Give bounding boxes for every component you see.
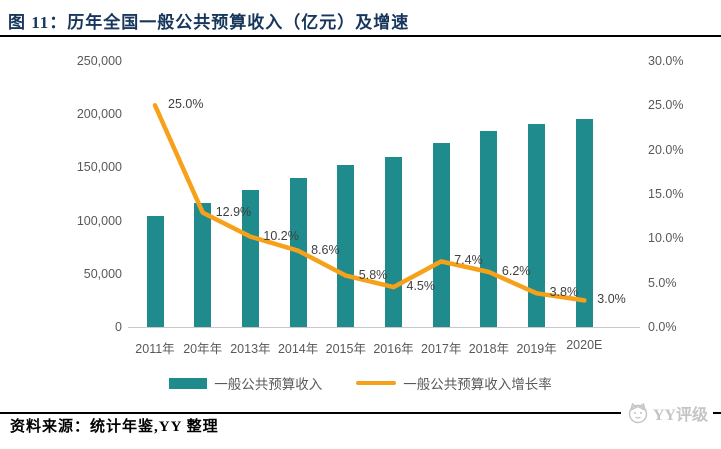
x-axis-label: 2013年 bbox=[230, 342, 271, 356]
revenue-bar bbox=[575, 118, 593, 327]
legend-item-growth: 一般公共预算收入增长率 bbox=[356, 373, 552, 393]
growth-point-label: 10.2% bbox=[263, 228, 299, 243]
x-axis-label: 2017年 bbox=[421, 342, 462, 356]
revenue-bar bbox=[337, 165, 355, 327]
bar-series-swatch bbox=[169, 377, 208, 389]
growth-point-label: 5.8% bbox=[358, 267, 388, 282]
right-axis-tick: 0.0% bbox=[648, 320, 677, 334]
growth-point-label: 6.2% bbox=[501, 264, 531, 278]
source-label: 资料来源： bbox=[10, 419, 91, 435]
right-axis-tick: 10.0% bbox=[648, 231, 684, 246]
legend-item-revenue: 一般公共预算收入 bbox=[169, 373, 322, 393]
x-axis-label: 2015年 bbox=[325, 342, 366, 356]
footer-rule bbox=[0, 412, 721, 414]
cat-logo-icon bbox=[628, 402, 648, 424]
growth-point-label: 7.4% bbox=[454, 253, 483, 268]
revenue-bar bbox=[480, 131, 498, 327]
brand-logo-text: YY评级 bbox=[652, 407, 708, 424]
right-percent-axis: 30.0% 25.0% 20.0% 15.0% 10.0% 5.0% 0.0% bbox=[648, 0, 718, 360]
title-rule bbox=[0, 35, 721, 37]
x-axis-label: 20年年 bbox=[183, 342, 223, 356]
legend-label-revenue: 一般公共预算收入 bbox=[214, 377, 323, 392]
revenue-bar bbox=[432, 142, 450, 327]
growth-point-label: 8.6% bbox=[311, 242, 340, 257]
x-axis-label: 2011年 bbox=[135, 342, 175, 356]
source-note: 资料来源：统计年鉴,YY 整理 bbox=[10, 415, 219, 436]
left-axis-tick: 250,000 bbox=[76, 54, 122, 68]
revenue-bar bbox=[528, 123, 546, 327]
revenue-bar bbox=[385, 156, 402, 327]
left-axis-tick: 150,000 bbox=[76, 160, 122, 175]
x-axis-label: 2014年 bbox=[277, 342, 319, 356]
legend: 一般公共预算收入 一般公共预算收入增长率 bbox=[0, 373, 721, 393]
right-axis-tick: 20.0% bbox=[648, 142, 684, 157]
growth-point-label: 3.0% bbox=[597, 292, 626, 307]
right-axis-tick: 30.0% bbox=[648, 54, 684, 68]
x-axis-label: 2019年 bbox=[516, 342, 557, 356]
growth-point-label: 12.9% bbox=[215, 204, 252, 219]
x-axis-label: 2018年 bbox=[468, 342, 510, 356]
left-axis-tick: 100,000 bbox=[76, 213, 122, 228]
figure-title: 图 11：历年全国一般公共预算收入（亿元）及增速 bbox=[8, 13, 410, 32]
source-text: 统计年鉴,YY 整理 bbox=[90, 419, 219, 435]
right-axis-tick: 25.0% bbox=[648, 98, 684, 113]
growth-point-label: 25.0% bbox=[168, 97, 204, 112]
x-axis-line bbox=[128, 327, 640, 328]
revenue-bar bbox=[194, 202, 212, 327]
revenue-bar bbox=[289, 178, 307, 327]
line-series-swatch bbox=[356, 381, 397, 385]
revenue-bar bbox=[146, 216, 164, 327]
x-axis-label: 2016年 bbox=[373, 342, 414, 356]
legend-label-growth: 一般公共预算收入增长率 bbox=[403, 377, 552, 392]
left-axis-tick: 0 bbox=[115, 320, 122, 334]
left-axis-tick: 200,000 bbox=[76, 107, 122, 122]
left-axis-tick: 50,000 bbox=[83, 266, 122, 281]
growth-point-label: 3.8% bbox=[549, 285, 579, 300]
right-axis-tick: 15.0% bbox=[648, 187, 684, 201]
growth-point-label: 4.5% bbox=[406, 279, 436, 294]
x-axis-label: 2020E bbox=[566, 338, 603, 352]
brand-logo: YY评级 bbox=[620, 400, 713, 426]
left-value-axis: 250,000 200,000 150,000 100,000 50,000 0 bbox=[55, 0, 122, 360]
right-axis-tick: 5.0% bbox=[648, 275, 677, 290]
